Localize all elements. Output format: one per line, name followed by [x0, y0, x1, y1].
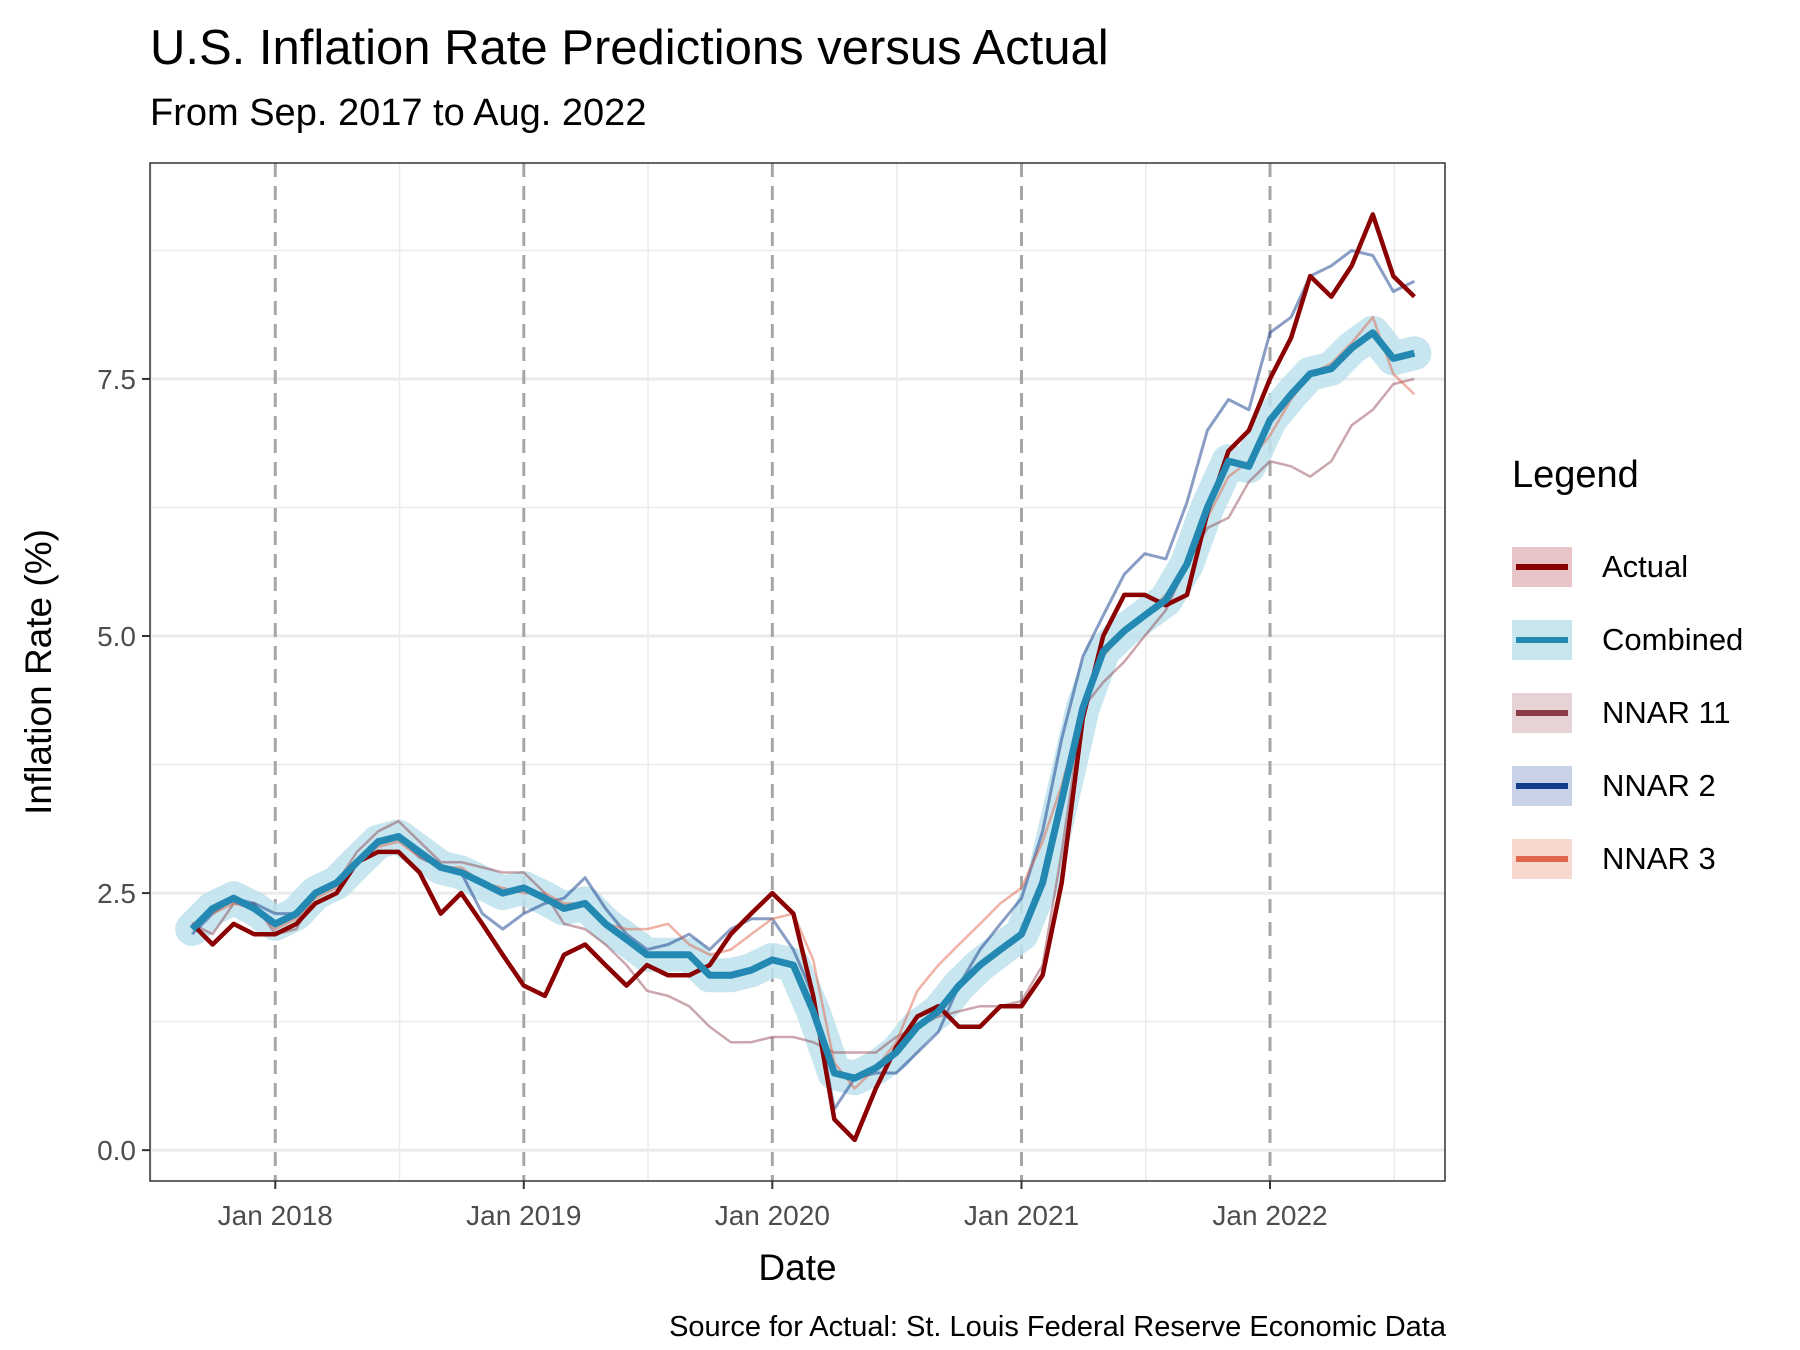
y-tick-label: 0.0: [97, 1135, 136, 1166]
chart-title: U.S. Inflation Rate Predictions versus A…: [150, 21, 1109, 75]
year-divider-lines: [273, 163, 1272, 1181]
y-tick-label: 7.5: [97, 364, 136, 395]
legend-line-swatch: [1516, 636, 1568, 643]
legend-title: Legend: [1512, 454, 1639, 496]
legend-line-swatch: [1516, 563, 1568, 570]
x-tick-label: Jan 2019: [466, 1200, 581, 1231]
y-tick-label: 5.0: [97, 621, 136, 652]
legend-key-nnar-2: [1512, 765, 1572, 806]
legend-key-nnar-3: [1512, 838, 1572, 879]
legend-label: NNAR 3: [1602, 840, 1716, 876]
x-tick-label: Jan 2021: [964, 1200, 1079, 1231]
grid-lines: [150, 163, 1445, 1181]
y-tick-label: 2.5: [97, 878, 136, 909]
legend-line-swatch: [1516, 855, 1568, 862]
confidence-bands: [175, 315, 1432, 1096]
legend-label: Combined: [1602, 621, 1744, 657]
series-line-nnar-3: [191, 315, 1416, 1090]
x-tick-label: Jan 2020: [715, 1200, 830, 1231]
chart-subtitle: From Sep. 2017 to Aug. 2022: [150, 92, 647, 134]
plot-panel-border: [149, 162, 1446, 1182]
series-line-nnar-11: [191, 377, 1415, 1054]
legend-item-actual: Actual: [1512, 530, 1743, 603]
legend-line-swatch: [1516, 709, 1568, 716]
y-axis-title: Inflation Rate (%): [18, 529, 59, 815]
legend-key-nnar-11: [1512, 692, 1572, 733]
legend: Legend Actual Combined NNAR 11 NNAR 2 NNAR 3: [1512, 452, 1743, 895]
combined-interval-band: [175, 315, 1432, 1096]
series-line-combined: [189, 329, 1416, 1082]
legend-label: NNAR 11: [1602, 694, 1731, 730]
series-lines: [189, 212, 1416, 1143]
legend-key-actual: [1512, 546, 1572, 587]
legend-item-nnar-3: NNAR 3: [1512, 822, 1743, 895]
legend-label: Actual: [1602, 548, 1689, 584]
legend-item-nnar-11: NNAR 11: [1512, 676, 1743, 749]
legend-key-combined: [1512, 619, 1572, 660]
axes: 0.0 2.5 5.0 7.5 Jan 2018 Jan 2019 Jan 2020 Jan …: [97, 364, 1328, 1231]
legend-label: NNAR 2: [1602, 767, 1716, 803]
x-tick-label: Jan 2022: [1212, 1200, 1327, 1231]
x-tick-label: Jan 2018: [218, 1200, 333, 1231]
legend-item-combined: Combined: [1512, 603, 1743, 676]
source-caption: Source for Actual: St. Louis Federal Res…: [669, 1311, 1446, 1343]
legend-line-swatch: [1516, 782, 1568, 789]
x-axis-title: Date: [758, 1247, 836, 1288]
legend-item-nnar-2: NNAR 2: [1512, 749, 1743, 822]
legend-items: Actual Combined NNAR 11 NNAR 2 NNAR 3: [1512, 530, 1743, 895]
